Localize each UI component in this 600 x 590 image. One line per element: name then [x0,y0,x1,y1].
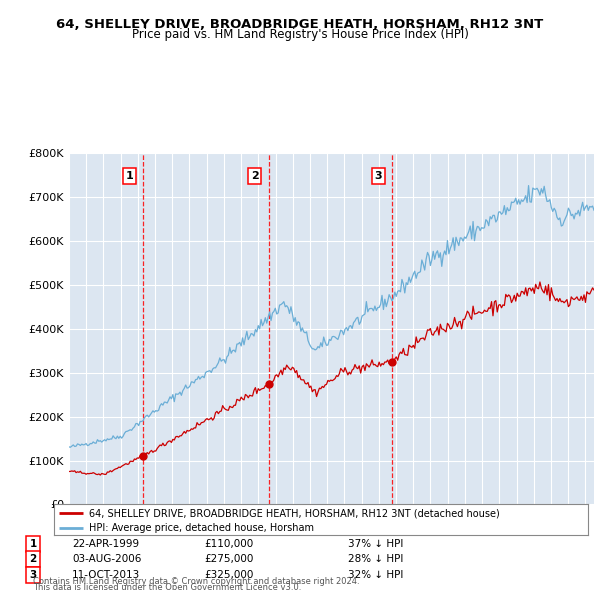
Text: £325,000: £325,000 [204,570,253,579]
Text: Price paid vs. HM Land Registry's House Price Index (HPI): Price paid vs. HM Land Registry's House … [131,28,469,41]
Text: 37% ↓ HPI: 37% ↓ HPI [348,539,403,549]
Text: 64, SHELLEY DRIVE, BROADBRIDGE HEATH, HORSHAM, RH12 3NT: 64, SHELLEY DRIVE, BROADBRIDGE HEATH, HO… [56,18,544,31]
Text: 03-AUG-2006: 03-AUG-2006 [72,555,142,564]
Text: 32% ↓ HPI: 32% ↓ HPI [348,570,403,579]
Text: 1: 1 [29,539,37,549]
Text: £275,000: £275,000 [204,555,253,564]
Text: 2: 2 [251,171,259,181]
Text: £110,000: £110,000 [204,539,253,549]
Text: 11-OCT-2013: 11-OCT-2013 [72,570,140,579]
Text: 3: 3 [374,171,382,181]
Text: 1: 1 [125,171,133,181]
Text: 64, SHELLEY DRIVE, BROADBRIDGE HEATH, HORSHAM, RH12 3NT (detached house): 64, SHELLEY DRIVE, BROADBRIDGE HEATH, HO… [89,508,499,518]
Text: This data is licensed under the Open Government Licence v3.0.: This data is licensed under the Open Gov… [33,583,301,590]
Text: 2: 2 [29,555,37,564]
Text: 28% ↓ HPI: 28% ↓ HPI [348,555,403,564]
Text: Contains HM Land Registry data © Crown copyright and database right 2024.: Contains HM Land Registry data © Crown c… [33,577,359,586]
Text: 3: 3 [29,570,37,579]
Text: 22-APR-1999: 22-APR-1999 [72,539,139,549]
Text: HPI: Average price, detached house, Horsham: HPI: Average price, detached house, Hors… [89,523,314,533]
